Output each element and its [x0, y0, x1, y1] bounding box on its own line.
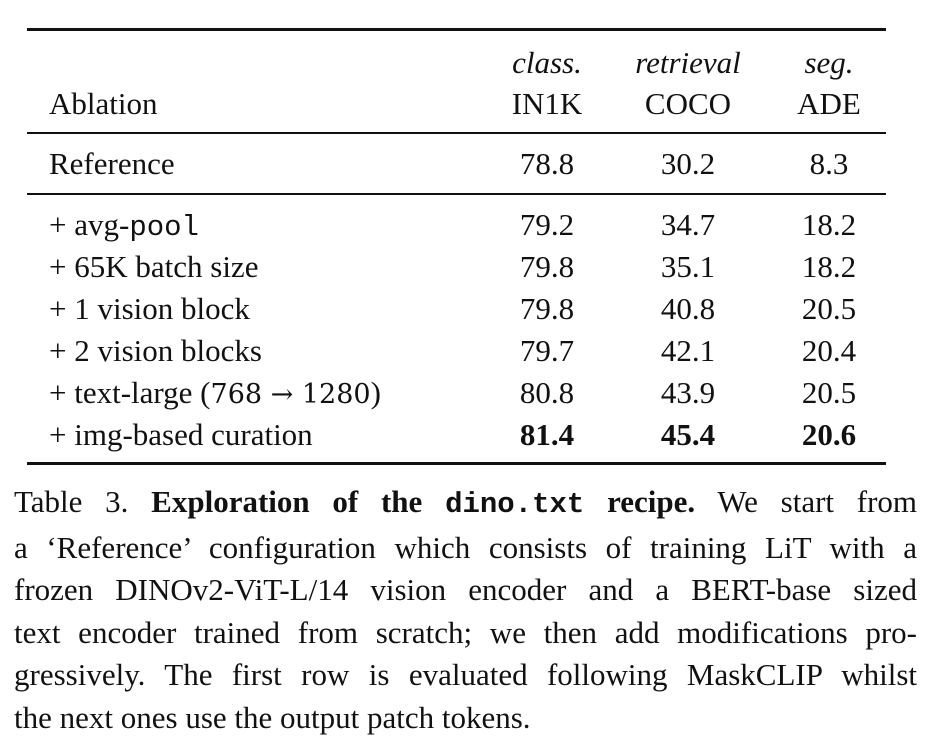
row-label-math: 768 → 1280 [210, 379, 371, 410]
caption-line: gressively. The first row is evaluated f… [14, 657, 917, 692]
row-label: + img-based curation [49, 417, 313, 452]
caption-line: text encoder trained from scratch; we th… [14, 614, 917, 650]
row-ade: 20.5 [801, 291, 857, 326]
header-dataset-coco: COCO [644, 86, 732, 121]
row-label-prefix: + text-large ( [49, 375, 211, 410]
row-coco: 35.1 [660, 249, 716, 284]
header-rule [27, 132, 886, 134]
reference-ade: 8.3 [809, 146, 849, 181]
table-top-rule [27, 28, 886, 31]
table-bottom-rule [27, 462, 886, 465]
caption-line: frozen DINOv2-ViT-L/14 vision encoder an… [14, 572, 917, 607]
caption-title-mono: dino.txt [445, 488, 585, 521]
row-coco: 43.9 [660, 375, 716, 410]
row-ade: 20.5 [801, 375, 857, 410]
row-coco-best: 45.4 [660, 417, 716, 452]
caption-line: the next ones use the output patch token… [14, 699, 531, 735]
row-ade: 18.2 [801, 207, 857, 242]
header-task-class: class. [512, 45, 582, 80]
reference-rule [27, 193, 886, 195]
caption-line1-tail: We start from [717, 484, 918, 519]
row-label: + 1 vision block [49, 291, 250, 326]
row-ade: 18.2 [801, 249, 857, 284]
row-label: + text-large (768 → 1280) [49, 375, 381, 413]
row-in1k: 79.8 [519, 291, 575, 326]
row-in1k: 79.7 [519, 333, 575, 368]
header-ablation: Ablation [49, 86, 158, 121]
row-label: + 65K batch size [49, 249, 259, 284]
row-label: + avg-pool [49, 207, 199, 246]
header-task-retrieval: retrieval [635, 45, 741, 80]
row-label-suffix: ) [370, 375, 381, 410]
row-coco: 42.1 [660, 333, 716, 368]
caption-title-post: recipe. [607, 484, 696, 519]
row-label-prefix: + avg- [49, 207, 130, 242]
header-dataset-in1k: IN1K [511, 86, 583, 121]
reference-label: Reference [49, 146, 175, 181]
row-ade-best: 20.6 [801, 417, 857, 452]
caption-table-label: Table 3. [14, 484, 129, 519]
reference-coco: 30.2 [660, 146, 716, 181]
row-in1k: 79.2 [519, 207, 575, 242]
table-caption: Table 3. Exploration of the dino.txt rec… [14, 481, 917, 739]
row-coco: 34.7 [660, 207, 716, 242]
row-in1k: 80.8 [519, 375, 575, 410]
row-in1k: 79.8 [519, 249, 575, 284]
reference-in1k: 78.8 [519, 146, 575, 181]
row-ade: 20.4 [801, 333, 857, 368]
row-label-mono: pool [129, 211, 199, 244]
caption-title: Exploration of the dino.txt recipe. [151, 484, 696, 521]
row-coco: 40.8 [660, 291, 716, 326]
caption-line: Table 3. Exploration of the dino.txt rec… [14, 481, 917, 527]
caption-line: a ‘Reference’ configuration which consis… [14, 529, 917, 565]
header-dataset-ade: ADE [797, 86, 861, 121]
header-task-seg: seg. [804, 45, 854, 80]
caption-title-pre: Exploration of the [151, 484, 423, 519]
row-label: + 2 vision blocks [49, 333, 262, 368]
row-in1k-best: 81.4 [519, 417, 575, 452]
